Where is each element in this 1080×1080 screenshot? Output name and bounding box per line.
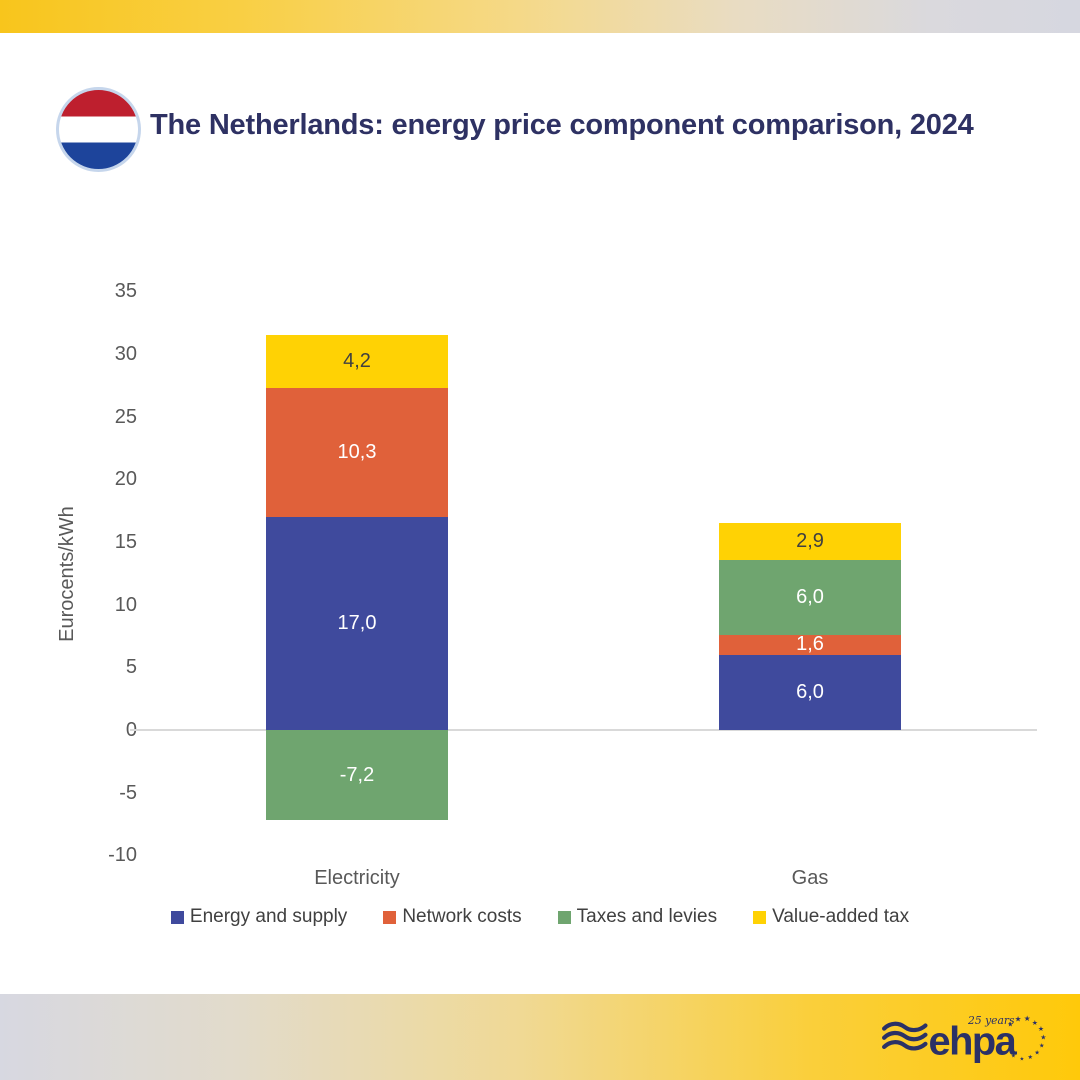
ehpa-logo: ehpa 25 years ★ ★ ★ ★ ★ ★ ★ ★ ★ ★ ★ — [882, 1014, 1046, 1064]
bar-segment: 17,0 — [266, 516, 448, 730]
svg-text:★: ★ — [1024, 1014, 1031, 1023]
y-tick-label: 35 — [114, 280, 137, 303]
y-tick-label: 30 — [114, 343, 137, 365]
netherlands-flag-icon — [56, 87, 141, 172]
legend-item: Value-added tax — [753, 906, 909, 928]
star-ring-icon: ★ ★ ★ ★ ★ ★ ★ ★ ★ ★ ★ — [1007, 1014, 1046, 1063]
y-tick-label: 15 — [114, 531, 137, 553]
category-label: Gas — [791, 867, 829, 889]
svg-text:★: ★ — [1038, 1025, 1044, 1033]
bar-segment: 6,0 — [719, 654, 901, 730]
y-tick-label: 10 — [114, 593, 137, 616]
svg-text:★: ★ — [1019, 1057, 1024, 1063]
bar-segment: 6,0 — [719, 559, 901, 635]
wave-icon — [882, 1021, 928, 1051]
bar-value-label: 4,2 — [343, 350, 371, 373]
legend-label: Value-added tax — [772, 906, 910, 927]
page-title: The Netherlands: energy price component … — [150, 109, 974, 141]
bottom-gradient-bar: ehpa 25 years ★ ★ ★ ★ ★ ★ ★ ★ ★ ★ ★ — [0, 994, 1080, 1080]
bar-segment: 4,2 — [266, 335, 448, 388]
y-tick-label: -5 — [119, 781, 137, 804]
ehpa-logo-text: ehpa — [929, 1020, 1018, 1064]
bar-value-label: 2,9 — [796, 529, 824, 552]
bar-segment: 10,3 — [266, 387, 448, 517]
svg-text:★: ★ — [1015, 1015, 1022, 1024]
legend-swatch-icon — [170, 910, 184, 924]
legend-swatch-icon — [383, 910, 397, 924]
logo-25-years-badge: 25 years — [967, 1014, 1015, 1027]
bar-value-label: 6,0 — [796, 680, 824, 703]
bar-value-label: 10,3 — [337, 440, 377, 463]
legend-swatch-icon — [557, 910, 571, 924]
legend-label: Taxes and levies — [576, 906, 718, 927]
top-gradient-bar — [0, 0, 1080, 33]
legend-label: Energy and supply — [189, 906, 348, 927]
legend-item: Energy and supply — [170, 906, 348, 928]
category-label: Electricity — [314, 867, 400, 889]
legend-item: Taxes and levies — [557, 906, 718, 928]
y-tick-label: 0 — [55, 719, 137, 741]
legend-item: Network costs — [383, 906, 522, 928]
bar-value-label: 1,6 — [796, 633, 824, 656]
zero-baseline — [130, 729, 1037, 731]
bar-segment: 1,6 — [719, 633, 901, 656]
svg-text:★: ★ — [1039, 1043, 1045, 1050]
y-tick-label: -10 — [108, 844, 137, 867]
y-tick-label: 25 — [114, 405, 137, 428]
y-tick-label: 20 — [114, 468, 137, 491]
bar-segment: 2,9 — [719, 523, 901, 560]
bar-segment: -7,2 — [266, 730, 448, 821]
legend-swatch-icon — [753, 910, 767, 924]
svg-text:★: ★ — [1028, 1054, 1034, 1061]
y-tick-label: 5 — [125, 656, 137, 679]
svg-text:★: ★ — [1040, 1033, 1046, 1041]
svg-text:★: ★ — [1011, 1054, 1016, 1060]
bar-value-label: 6,0 — [796, 585, 824, 608]
bar-value-label: 17,0 — [337, 611, 377, 634]
svg-text:★: ★ — [1034, 1050, 1040, 1057]
svg-text:★: ★ — [1032, 1019, 1038, 1027]
bar-value-label: -7,2 — [339, 763, 375, 786]
chart-legend: Energy and supply Network costs Taxes and … — [0, 906, 1080, 928]
legend-label: Network costs — [402, 906, 522, 927]
svg-text:★: ★ — [1007, 1020, 1013, 1028]
